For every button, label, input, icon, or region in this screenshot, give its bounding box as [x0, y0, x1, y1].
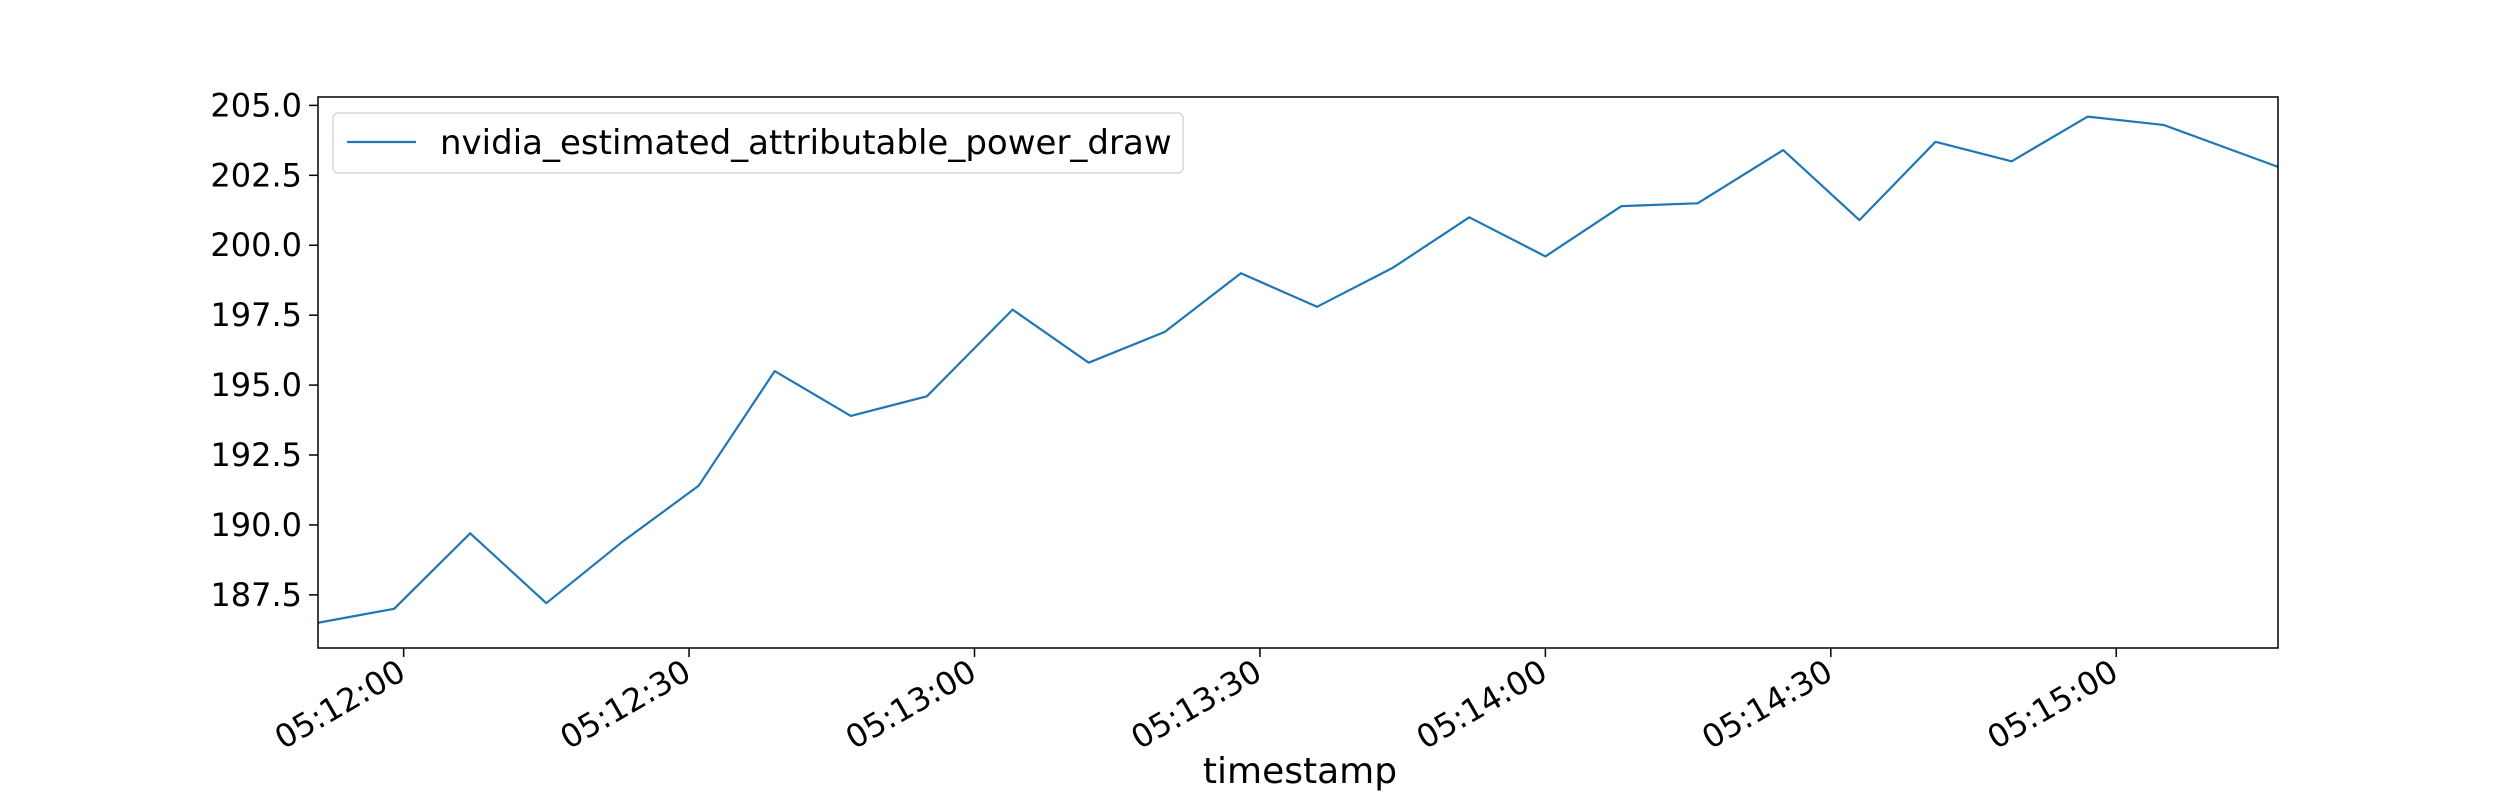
y-tick-label: 205.0	[210, 86, 302, 124]
x-tick-label: 05:14:00	[1410, 652, 1553, 757]
x-tick-label: 05:12:30	[554, 652, 697, 757]
y-tick-label: 202.5	[210, 156, 302, 194]
x-tick-label: 05:14:30	[1695, 652, 1838, 757]
x-axis: 05:12:00 05:12:30 05:13:00 05:13:30 05:14:00…	[268, 648, 2124, 757]
series-line	[318, 115, 2278, 624]
x-axis-title: timestamp	[1203, 751, 1397, 792]
plot-frame	[317, 96, 2279, 649]
y-axis: 187.5 190.0 192.5 195.0 197.5 200.0 202.5 205.0	[210, 86, 318, 614]
legend-label: nvidia_estimated_attributable_power_draw	[440, 123, 1172, 163]
legend-box	[332, 112, 1184, 174]
x-tick-label: 05:15:00	[1981, 652, 2124, 757]
x-tick-label: 05:13:30	[1124, 652, 1267, 757]
y-tick-label: 195.0	[210, 366, 302, 404]
y-tick-label: 200.0	[210, 226, 302, 264]
x-tick-label: 05:12:00	[268, 652, 411, 757]
y-tick-label: 197.5	[210, 296, 302, 334]
plot-area	[317, 96, 2279, 649]
legend: nvidia_estimated_attributable_power_draw	[332, 112, 1184, 174]
x-tick-label: 05:13:00	[839, 652, 982, 757]
y-tick-label: 190.0	[210, 506, 302, 544]
y-tick-label: 192.5	[210, 436, 302, 474]
y-tick-label: 187.5	[210, 576, 302, 614]
